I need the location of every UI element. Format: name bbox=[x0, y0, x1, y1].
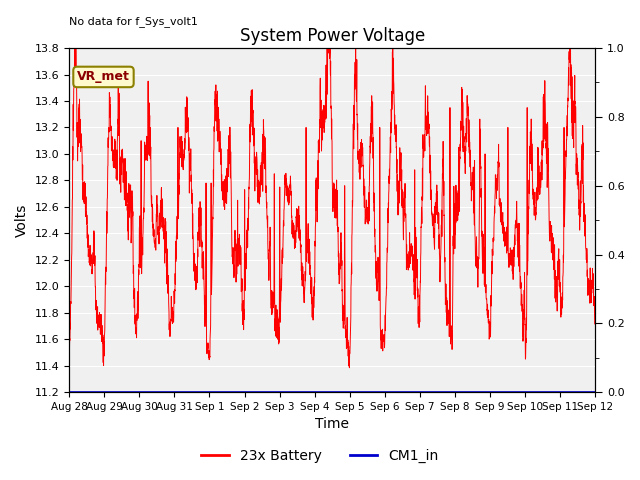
Legend: 23x Battery, CM1_in: 23x Battery, CM1_in bbox=[196, 443, 444, 468]
X-axis label: Time: Time bbox=[316, 418, 349, 432]
Title: System Power Voltage: System Power Voltage bbox=[239, 27, 425, 45]
Text: VR_met: VR_met bbox=[77, 71, 130, 84]
Text: No data for f_Sys_volt1: No data for f_Sys_volt1 bbox=[69, 16, 198, 27]
Y-axis label: Volts: Volts bbox=[15, 204, 29, 237]
